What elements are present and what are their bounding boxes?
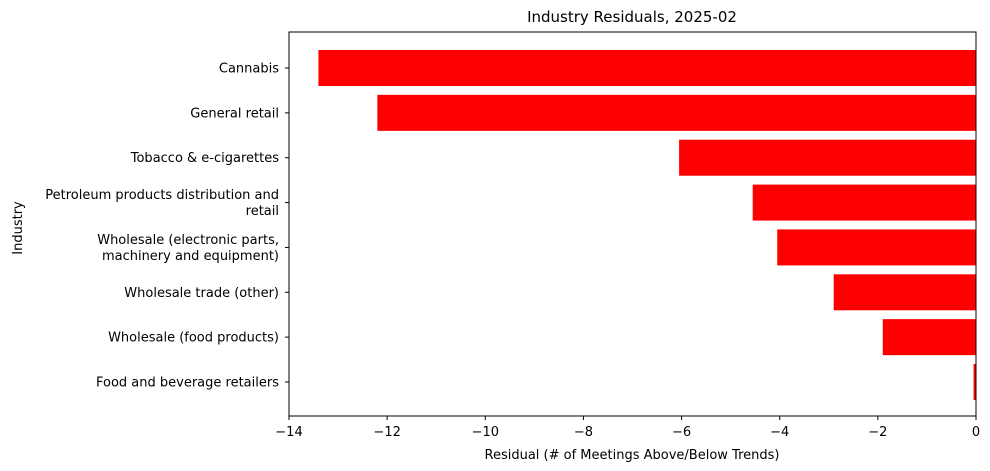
x-tick-label: −6 [672,425,691,440]
y-tick-label: Food and beverage retailers [96,376,279,391]
y-tick-label: Petroleum products distribution and retai… [45,188,279,219]
chart-title: Industry Residuals, 2025-02 [527,8,737,26]
y-tick-label: Tobacco & e-cigarettes [130,151,279,166]
x-tick-label: −8 [574,425,593,440]
bars-layer [318,50,976,400]
x-tick-label: −14 [275,425,302,440]
bar [318,50,976,86]
x-axis-label: Residual (# of Meetings Above/Below Tren… [485,448,780,463]
x-axis: −14 −12 −10 −8 −6 −4 −2 0 [275,416,980,440]
y-axis: Cannabis General retail Tobacco & e-cigare… [45,62,289,391]
bar [882,319,976,356]
y-axis-label: Industry [11,201,26,255]
y-tick-label: Wholesale trade (other) [124,286,279,301]
plot-frame [288,31,977,417]
x-tick-label: 0 [972,425,980,440]
bar [973,364,976,400]
bar [679,139,976,176]
bar [777,229,976,266]
bar [752,184,976,221]
y-tick-label: Wholesale (food products) [108,331,279,346]
y-tick-label: General retail [190,106,279,121]
x-tick-label: −10 [472,425,499,440]
y-tick-label: Cannabis [219,62,279,77]
x-tick-label: −4 [770,425,789,440]
y-tick-label: Wholesale (electronic parts, machinery an… [97,233,279,264]
bar [377,94,976,131]
x-tick-label: −2 [868,425,887,440]
x-tick-label: −12 [373,425,400,440]
bar [833,274,976,311]
